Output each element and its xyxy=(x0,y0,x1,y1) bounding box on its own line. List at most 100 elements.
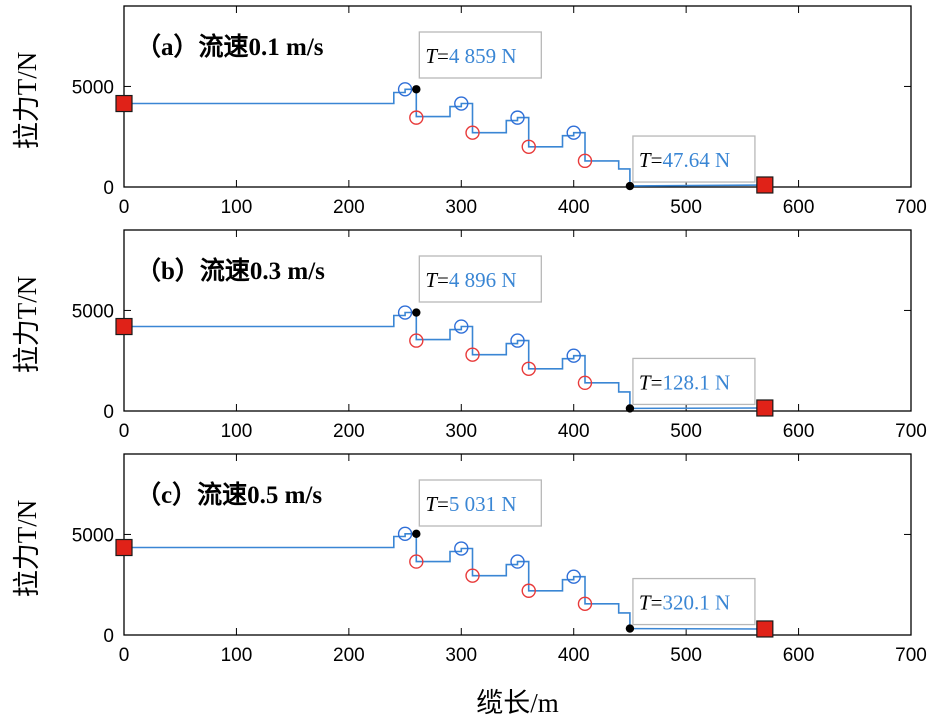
datatip-point xyxy=(625,181,635,191)
sinker-marker xyxy=(465,347,480,362)
endpoint-marker xyxy=(115,538,133,557)
sinker-marker xyxy=(577,596,593,612)
y-tick-label: 5000 xyxy=(72,525,114,546)
x-tick-label: 200 xyxy=(333,197,365,218)
datatip-text: T=4 896 N xyxy=(425,268,516,292)
panel-title: （a）流速0.1 m/s xyxy=(136,32,324,61)
datatip-box xyxy=(418,255,542,303)
sinker-marker xyxy=(577,153,593,169)
datatip-point xyxy=(412,529,421,539)
datatip-text: T=128.1 N xyxy=(639,370,730,394)
sinker-marker xyxy=(409,333,424,348)
float-marker xyxy=(454,541,469,556)
float-marker xyxy=(566,569,581,584)
datatip-text: T=5 031 N xyxy=(425,492,516,516)
sinker-marker xyxy=(465,125,480,140)
sinker-marker xyxy=(409,554,424,569)
datatip[interactable]: T=4 859 N xyxy=(418,31,542,79)
datatip-equals: = xyxy=(437,44,449,68)
datatip[interactable]: T=47.64 N xyxy=(632,135,756,183)
x-tick-label: 400 xyxy=(558,645,590,666)
y-tick-label: 5000 xyxy=(72,77,114,98)
datatip[interactable]: T=4 896 N xyxy=(418,255,542,303)
x-tick-label: 300 xyxy=(445,197,477,218)
x-tick-label: 700 xyxy=(895,421,927,442)
datatip-box xyxy=(632,357,756,406)
x-tick-label: 500 xyxy=(670,421,702,442)
float-marker xyxy=(454,96,469,111)
datatip-point xyxy=(625,624,635,633)
float-marker xyxy=(566,348,581,363)
x-axis-label: 缆长/m xyxy=(476,688,559,718)
datatip-equals: = xyxy=(651,148,663,172)
panel-title: （b）流速0.3 m/s xyxy=(136,256,325,285)
sinker-marker xyxy=(521,361,536,376)
y-tick-label: 0 xyxy=(103,402,114,423)
chart-panel-c: 0 100 200 300 400 500 600 700 0 5000 拉力T/N （c）流速0.5… xyxy=(12,453,927,666)
sinker-marker xyxy=(521,583,536,598)
datatip[interactable]: T=320.1 N xyxy=(632,577,756,626)
datatip-box xyxy=(418,31,542,79)
chart-panel-a: 0 100 200 300 400 500 600 700 0 5000 拉力T/N （a）流速0.1… xyxy=(12,5,927,218)
float-marker xyxy=(397,526,413,542)
datatip-point xyxy=(412,308,421,317)
y-tick-label: 0 xyxy=(103,626,114,647)
x-tick-label: 400 xyxy=(558,197,590,218)
x-tick-label: 300 xyxy=(445,421,477,442)
y-axis-label: 拉力T/N xyxy=(12,276,42,374)
datatip-prefix: T xyxy=(639,591,652,615)
x-tick-label: 500 xyxy=(670,645,702,666)
datatip-text: T=4 859 N xyxy=(425,44,516,68)
x-tick-label: 600 xyxy=(783,421,815,442)
datatip-equals: = xyxy=(651,591,663,615)
x-tick-label: 100 xyxy=(221,645,253,666)
chart-panel-b: 0 100 200 300 400 500 600 700 0 5000 拉力T/N （b）流速0.3… xyxy=(12,229,927,442)
endpoint-marker xyxy=(115,317,133,336)
x-tick-label: 700 xyxy=(895,197,927,218)
datatip-equals: = xyxy=(437,268,449,292)
datatip-box xyxy=(418,479,542,527)
datatip[interactable]: T=5 031 N xyxy=(418,479,542,527)
x-tick-label: 600 xyxy=(783,197,815,218)
datatip-prefix: T xyxy=(639,148,652,172)
x-tick-label: 700 xyxy=(895,645,927,666)
float-marker xyxy=(454,319,469,334)
datatip-point xyxy=(625,404,635,413)
datatip-box xyxy=(632,577,756,626)
datatip-value: 47.64 N xyxy=(662,148,730,172)
datatip-text: T=47.64 N xyxy=(639,148,730,172)
datatip-text: T=320.1 N xyxy=(639,591,730,615)
x-tick-label: 0 xyxy=(119,197,130,218)
x-tick-label: 100 xyxy=(221,197,253,218)
datatip-prefix: T xyxy=(639,370,652,394)
datatip-value: 5 031 N xyxy=(449,492,517,516)
datatip-value: 4 896 N xyxy=(449,268,517,292)
endpoint-marker xyxy=(756,399,774,417)
y-tick-label: 0 xyxy=(103,178,114,199)
x-tick-label: 0 xyxy=(119,421,130,442)
datatip-equals: = xyxy=(651,370,663,394)
x-tick-label: 200 xyxy=(333,421,365,442)
x-tick-label: 400 xyxy=(558,421,590,442)
datatip[interactable]: T=128.1 N xyxy=(632,357,756,406)
sinker-marker xyxy=(465,568,480,583)
x-tick-label: 300 xyxy=(445,645,477,666)
float-marker xyxy=(510,333,525,348)
datatip-prefix: T xyxy=(425,44,438,68)
panel-title: （c）流速0.5 m/s xyxy=(136,480,322,509)
float-marker xyxy=(510,554,525,569)
datatip-value: 320.1 N xyxy=(662,591,730,615)
datatip-value: 4 859 N xyxy=(449,44,517,68)
endpoint-marker xyxy=(115,94,133,113)
endpoint-marker xyxy=(756,620,774,638)
datatip-prefix: T xyxy=(425,268,438,292)
x-tick-label: 200 xyxy=(333,645,365,666)
datatip-value: 128.1 N xyxy=(662,370,730,394)
sinker-marker xyxy=(577,375,593,391)
float-marker xyxy=(397,82,413,97)
float-marker xyxy=(397,305,413,320)
datatip-point xyxy=(412,85,421,94)
sinker-marker xyxy=(409,110,424,125)
sinker-marker xyxy=(521,139,536,154)
